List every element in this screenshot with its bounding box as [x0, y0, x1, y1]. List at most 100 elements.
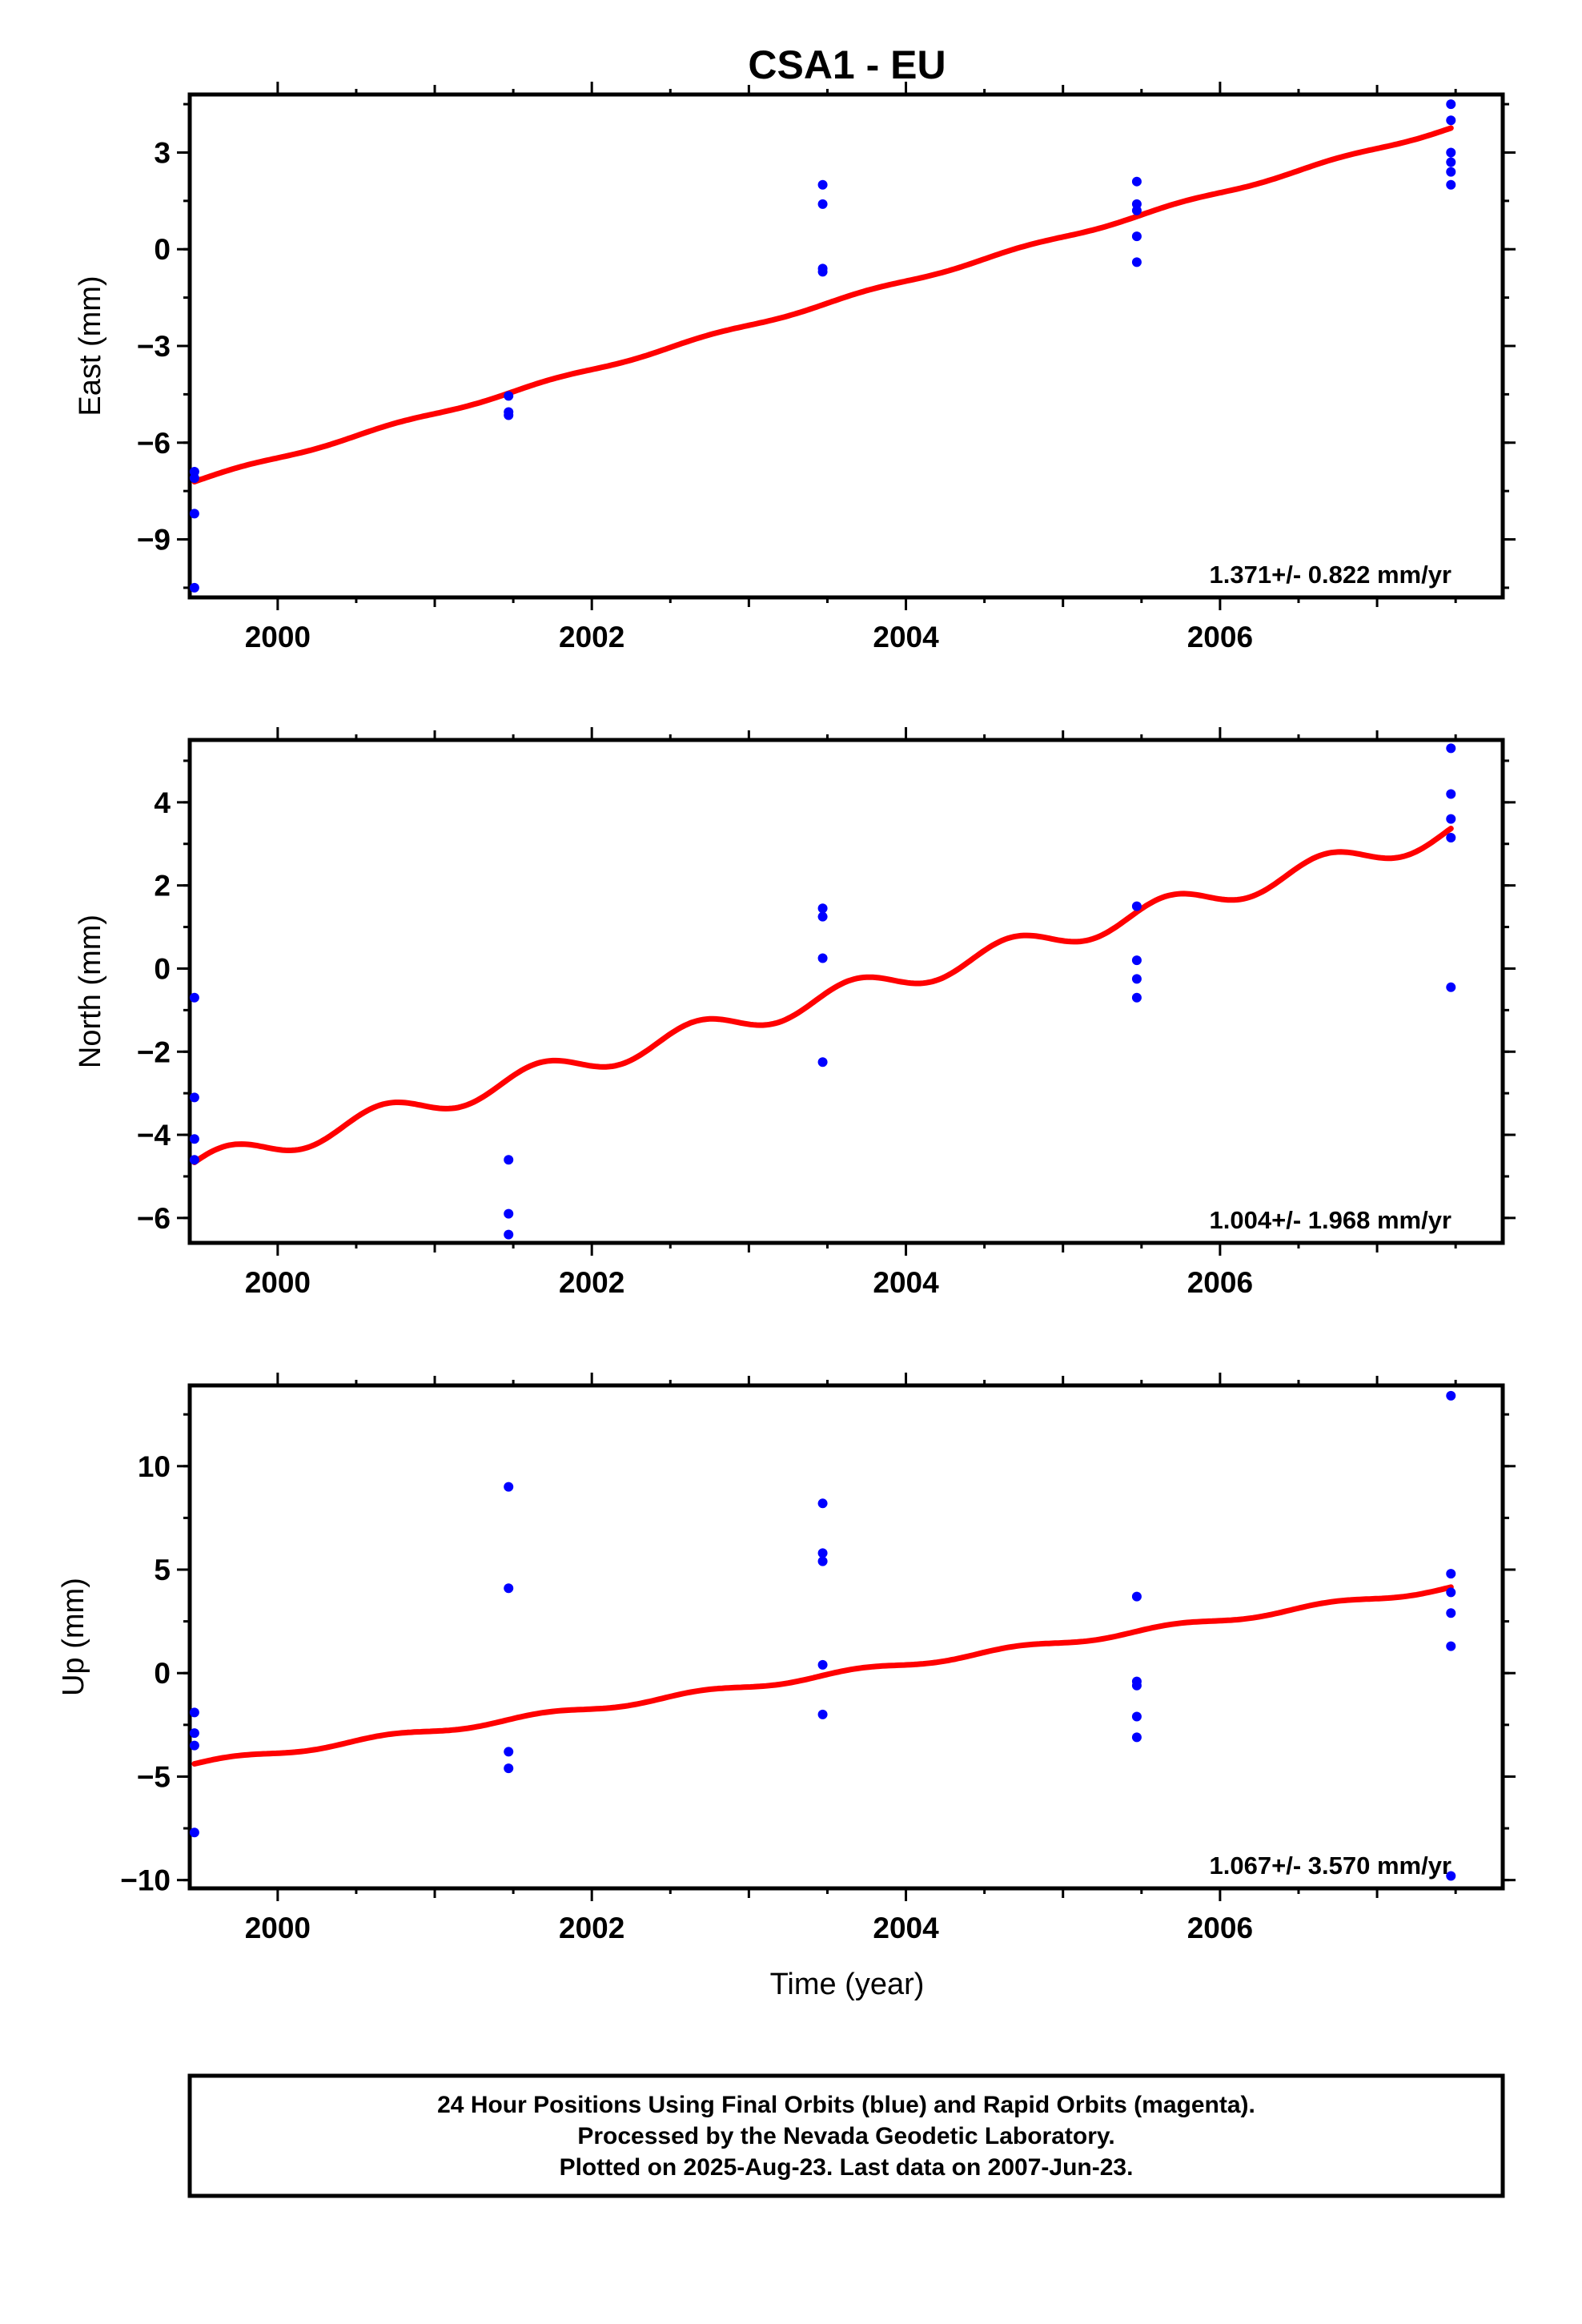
data-point-up: [1446, 1608, 1456, 1618]
y-tick-label-east: 0: [154, 233, 171, 266]
y-axis-label-east: East (mm): [74, 275, 107, 416]
data-point-north: [189, 992, 199, 1003]
y-tick-label-up: 5: [154, 1554, 171, 1586]
data-point-east: [504, 410, 514, 420]
data-point-up: [189, 1707, 199, 1718]
data-point-up: [817, 1548, 828, 1558]
info-line-2: Processed by the Nevada Geodetic Laborat…: [577, 2123, 1114, 2149]
data-point-north: [504, 1155, 514, 1165]
y-tick-label-north: −2: [137, 1035, 171, 1068]
data-point-up: [1446, 1569, 1456, 1579]
data-point-north: [1446, 814, 1456, 824]
data-point-east: [1131, 205, 1142, 215]
panel-north: 2000 2002 2004 2006 −6 −4 −2 0 2 4 North (mm) 1.004…: [74, 727, 1516, 1299]
x-tick-label-north: 2000: [245, 1266, 311, 1299]
y-tick-label-up: −10: [120, 1864, 171, 1897]
figure-title: CSA1 - EU: [748, 42, 946, 87]
data-point-up: [504, 1482, 514, 1492]
data-point-up: [1131, 1591, 1142, 1602]
fit-line-up: [191, 1584, 1454, 1767]
data-point-north: [1446, 743, 1456, 754]
data-point-east: [189, 582, 199, 593]
data-point-north: [1131, 901, 1142, 911]
x-tick-label-up: 2002: [559, 1912, 624, 1944]
y-tick-label-north: −6: [137, 1202, 171, 1235]
y-tick-label-north: 0: [154, 952, 171, 985]
data-point-east: [189, 473, 199, 484]
x-tick-label-east: 2004: [873, 621, 939, 653]
data-point-north: [817, 953, 828, 963]
data-point-east: [1131, 257, 1142, 267]
data-point-east: [1131, 231, 1142, 242]
data-point-up: [1131, 1732, 1142, 1743]
y-tick-label-up: 0: [154, 1657, 171, 1690]
plot-frame-north: [187, 738, 1505, 1245]
data-point-north: [817, 903, 828, 914]
data-point-north: [1131, 974, 1142, 984]
y-tick-label-east: −3: [137, 330, 171, 363]
data-point-up: [1131, 1680, 1142, 1691]
info-box: [187, 2073, 1505, 2198]
x-tick-label-up: 2006: [1187, 1912, 1253, 1944]
panel-east: 2000 2002 2004 2006 −9 −6 −3 0 3 East (mm) 1.371+/…: [74, 82, 1516, 653]
data-point-east: [189, 509, 199, 519]
data-point-east: [1446, 115, 1456, 126]
y-tick-label-north: −4: [137, 1119, 171, 1152]
data-point-up: [189, 1827, 199, 1838]
data-point-north: [189, 1134, 199, 1144]
info-line-1: 24 Hour Positions Using Final Orbits (bl…: [437, 2092, 1255, 2118]
data-point-east: [504, 391, 514, 401]
rate-label-east: 1.371+/- 0.822 mm/yr: [1210, 561, 1452, 589]
y-tick-label-east: 3: [154, 136, 171, 169]
x-tick-label-north: 2004: [873, 1266, 939, 1299]
data-point-east: [1446, 147, 1456, 158]
x-tick-label-east: 2006: [1187, 621, 1253, 653]
data-point-up: [817, 1709, 828, 1719]
data-point-north: [504, 1229, 514, 1240]
data-point-east: [817, 179, 828, 190]
data-point-up: [1446, 1641, 1456, 1651]
data-point-north: [1131, 992, 1142, 1003]
y-tick-label-up: 10: [138, 1450, 171, 1483]
data-point-east: [817, 199, 828, 209]
fit-line-north: [191, 826, 1454, 1165]
rate-label-up: 1.067+/- 3.570 mm/yr: [1210, 1852, 1452, 1880]
x-tick-label-east: 2002: [559, 621, 624, 653]
data-point-up: [817, 1556, 828, 1566]
data-point-north: [1446, 982, 1456, 992]
x-axis-label: Time (year): [770, 1968, 925, 2001]
panel-up: 2000 2002 2004 2006 −10 −5 0 5 10 Up (mm) 1.067+/-…: [57, 1373, 1516, 1944]
data-point-east: [1131, 176, 1142, 187]
data-point-north: [504, 1208, 514, 1219]
y-axis-label-north: North (mm): [74, 915, 107, 1068]
data-point-north: [189, 1155, 199, 1165]
x-tick-label-up: 2004: [873, 1912, 939, 1944]
info-line-3: Plotted on 2025-Aug-23. Last data on 200…: [560, 2154, 1134, 2181]
data-point-up: [189, 1740, 199, 1751]
data-point-north: [189, 1092, 199, 1103]
data-point-up: [1446, 1871, 1456, 1881]
data-point-up: [817, 1498, 828, 1509]
y-tick-label-north: 4: [154, 786, 171, 819]
x-tick-label-north: 2006: [1187, 1266, 1253, 1299]
data-point-east: [817, 267, 828, 277]
y-tick-label-up: −5: [137, 1760, 171, 1793]
plot-frame-up: [187, 1383, 1505, 1891]
data-point-up: [1446, 1390, 1456, 1401]
y-tick-label-north: 2: [154, 870, 171, 903]
data-point-up: [189, 1728, 199, 1739]
data-point-north: [1131, 955, 1142, 966]
data-point-up: [504, 1747, 514, 1757]
data-point-up: [504, 1763, 514, 1774]
y-axis-label-up: Up (mm): [57, 1578, 90, 1696]
data-point-north: [817, 1057, 828, 1068]
data-point-east: [1446, 99, 1456, 110]
y-tick-label-east: −6: [137, 427, 171, 460]
data-point-north: [1446, 832, 1456, 842]
data-point-up: [1131, 1711, 1142, 1722]
data-point-up: [1446, 1587, 1456, 1598]
data-point-north: [817, 911, 828, 922]
data-point-east: [1446, 179, 1456, 190]
